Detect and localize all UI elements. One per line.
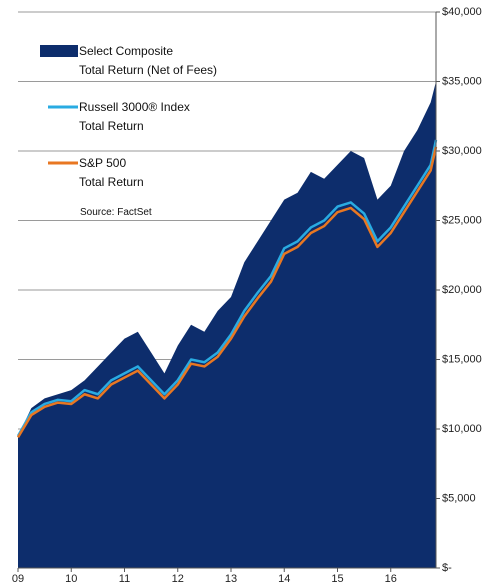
y-tick-label: $25,000 <box>442 214 482 226</box>
y-tick-label: $15,000 <box>442 353 482 365</box>
x-tick-label: 12 <box>172 573 184 585</box>
x-tick-label: 11 <box>119 573 130 585</box>
x-tick-label: 16 <box>385 573 397 585</box>
annotation: Source: FactSet <box>80 207 152 218</box>
y-tick-label: $5,000 <box>442 492 476 504</box>
legend-label: Select Composite Total Return (Net of Fe… <box>79 44 218 77</box>
y-tick-label: $30,000 <box>442 145 482 157</box>
line <box>16 146 438 438</box>
y-tick-label: $- <box>442 562 452 574</box>
line <box>16 139 438 437</box>
y-tick-label: $20,000 <box>442 284 482 296</box>
y-tick-label: $40,000 <box>442 6 482 18</box>
x-tick-label: 10 <box>65 573 77 585</box>
x-tick-label: 13 <box>225 573 237 585</box>
x-tick-label: 09 <box>12 573 24 585</box>
legend-swatch <box>40 45 78 57</box>
area <box>18 81 436 568</box>
legend-label: Russell 3000® Index Total Return <box>79 100 190 133</box>
y-tick-label: $35,000 <box>442 75 482 87</box>
legend-label: S&P 500 Total Return <box>79 156 144 189</box>
x-tick-label: 14 <box>278 573 290 585</box>
y-tick-label: $10,000 <box>442 423 482 435</box>
x-tick-label: 15 <box>331 573 343 585</box>
